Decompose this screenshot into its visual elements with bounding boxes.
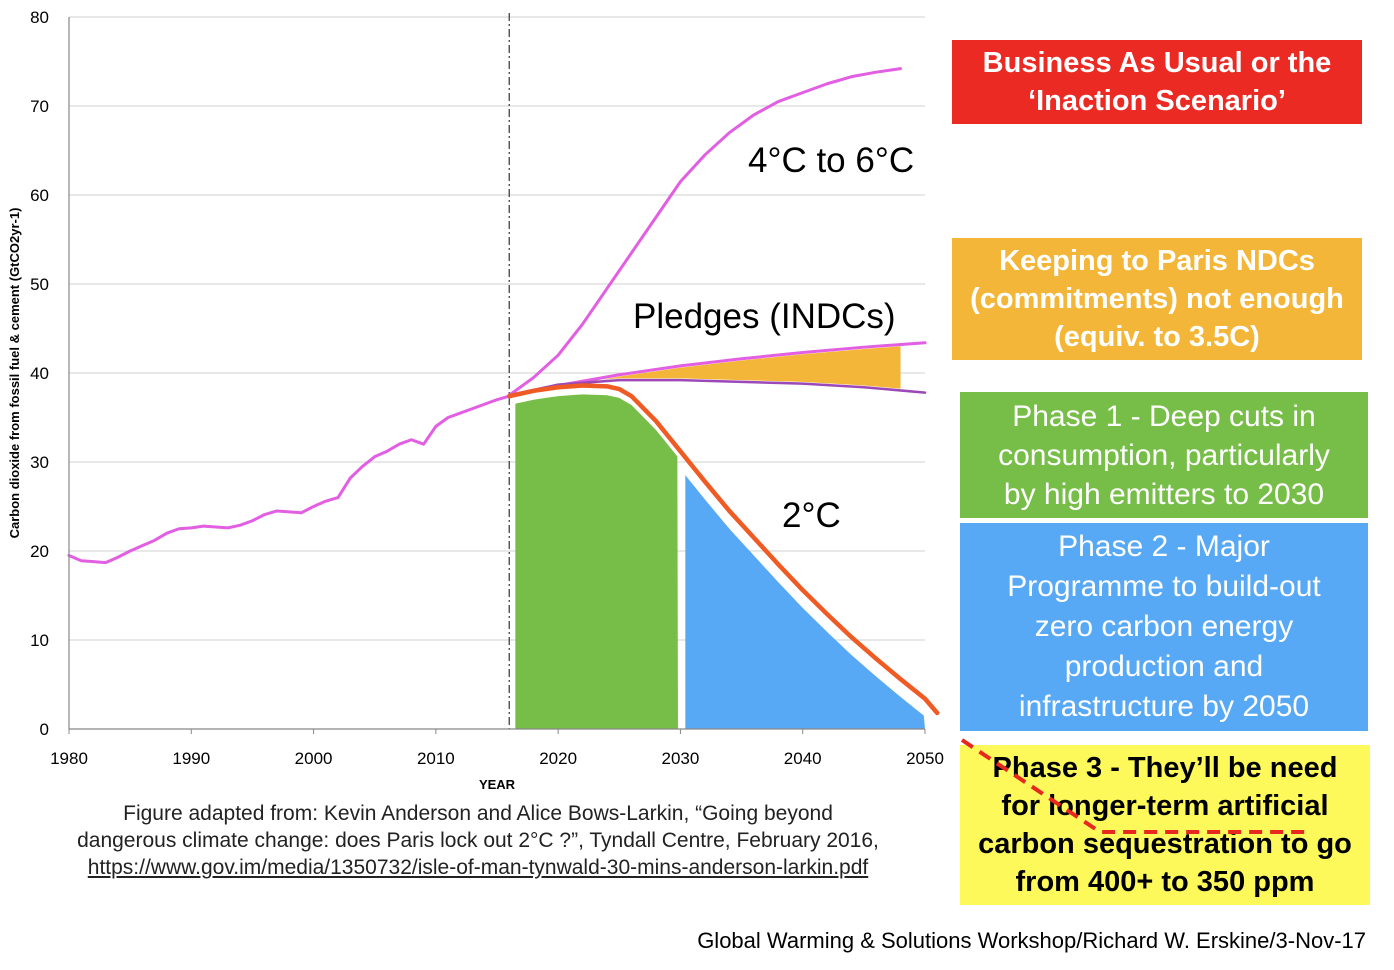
phase3-line: carbon sequestration to go <box>978 828 1352 860</box>
x-tick-label: 1990 <box>172 749 210 768</box>
phase1-line: consumption, particularly <box>998 438 1330 472</box>
phase2-line: infrastructure by 2050 <box>1018 690 1310 723</box>
phase1-line: by high emitters to 2030 <box>1003 477 1325 511</box>
bau-curve-label: 4°C to 6°C <box>748 141 914 180</box>
pledges-gap-area <box>582 346 901 389</box>
y-tick-label: 70 <box>30 97 49 116</box>
x-tick-label: 2000 <box>295 749 333 768</box>
phase2-line: production and <box>1064 650 1264 683</box>
series-line-4-c-to-6-c <box>507 67 903 397</box>
ndc-line: Keeping to Paris NDCs <box>999 245 1315 277</box>
caption-line: dangerous climate change: does Paris loc… <box>77 829 879 852</box>
pledges-curve-label: Pledges (INDCs) <box>633 297 896 336</box>
x-tick-label: 1980 <box>50 749 88 768</box>
x-tick-label: 2050 <box>906 749 944 768</box>
y-tick-label: 80 <box>30 8 49 27</box>
y-tick-label: 50 <box>30 275 49 294</box>
phase1-line: Phase 1 - Deep cuts in <box>1012 399 1316 433</box>
series-line-historical-emissions <box>67 394 511 565</box>
y-axis-label: Carbon dioxide from fossil fuel & cement… <box>7 208 22 539</box>
phase2-line: Programme to build-out <box>1007 570 1321 603</box>
series-line-2-c <box>506 383 940 716</box>
phase1-box: Phase 1 - Deep cuts in consumption, parti… <box>960 392 1368 518</box>
y-tick-label: 10 <box>30 631 49 650</box>
footer-credit: Global Warming & Solutions Workshop/Rich… <box>697 928 1366 953</box>
x-tick-label: 2020 <box>539 749 577 768</box>
phase1-area <box>515 394 678 729</box>
x-tick-label: 2010 <box>417 749 455 768</box>
phase3-line: for longer-term artificial <box>1001 790 1329 822</box>
y-tick-label: 30 <box>30 453 49 472</box>
caption-line: Figure adapted from: Kevin Anderson and … <box>123 802 833 825</box>
phase2-line: Phase 2 - Major <box>1058 530 1270 563</box>
y-tick-label: 0 <box>40 720 49 739</box>
series-lines <box>67 67 940 716</box>
scenario-areas <box>515 346 925 729</box>
bau-line: Business As Usual or the <box>982 47 1332 79</box>
figure-caption: Figure adapted from: Kevin Anderson and … <box>8 800 948 881</box>
caption-link[interactable]: https://www.gov.im/media/1350732/isle-of… <box>87 856 869 879</box>
phase3-line: from 400+ to 350 ppm <box>1015 866 1315 898</box>
y-tick-label: 40 <box>30 364 49 383</box>
ndc-line: (commitments) not enough <box>970 283 1344 315</box>
x-tick-label: 2040 <box>784 749 822 768</box>
phase2-box: Phase 2 - Major Programme to build-out zer… <box>960 523 1368 731</box>
phase2-area <box>685 475 925 729</box>
series-line-pledges-lower <box>507 378 927 397</box>
x-tick-label: 2030 <box>662 749 700 768</box>
ndc-line: (equiv. to 3.5C) <box>1054 321 1260 353</box>
gridlines <box>69 16 925 641</box>
bau-line: ‘Inaction Scenario’ <box>1028 85 1286 117</box>
y-tick-label: 20 <box>30 542 49 561</box>
axes <box>68 17 926 734</box>
bau-box: Business As Usual or the ‘Inaction Scenar… <box>952 40 1362 124</box>
phase3-box: Phase 3 - They’ll be need for longer-term… <box>960 745 1370 905</box>
ndc-box: Keeping to Paris NDCs (commitments) not e… <box>952 238 1362 360</box>
two-degree-curve-label: 2°C <box>782 496 841 535</box>
phase3-line: Phase 3 - They’ll be need <box>992 752 1338 784</box>
x-axis-label: YEAR <box>479 777 516 792</box>
phase2-line: zero carbon energy <box>1034 610 1294 643</box>
y-tick-label: 60 <box>30 186 49 205</box>
